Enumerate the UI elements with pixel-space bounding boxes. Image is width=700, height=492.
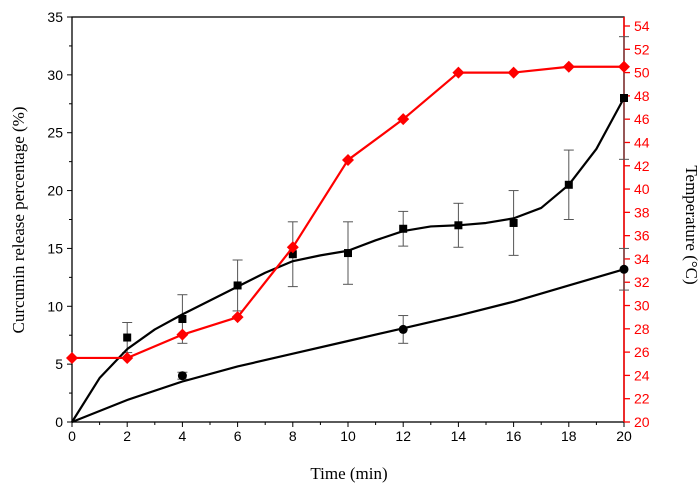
diamond-point [121, 351, 134, 364]
diamond-point [507, 66, 520, 79]
diamond-point [176, 328, 189, 341]
fit-curve [71, 97, 625, 423]
temperature-line [72, 65, 624, 360]
y2-tick-label: 54 [634, 18, 650, 34]
y2-tick-label: 30 [634, 298, 650, 314]
square-point [399, 224, 408, 233]
y2-tick-label: 28 [634, 321, 650, 337]
x-tick-label: 2 [123, 428, 131, 444]
diamond-point [286, 241, 299, 254]
diamond-point [342, 153, 354, 166]
y2-tick-label: 48 [634, 88, 650, 104]
y2-axis-label: Temperature (°C) [682, 165, 700, 284]
x-tick-label: 6 [234, 428, 242, 444]
square-point [123, 333, 132, 342]
diamond-point [452, 66, 465, 79]
y-axis-label: Curcumin release percentage (%) [9, 106, 28, 333]
x-axis-label: Time (min) [310, 464, 387, 483]
y2-tick-label: 20 [634, 414, 650, 430]
x-tick-label: 20 [616, 428, 632, 444]
y2-tick-label: 38 [634, 204, 650, 220]
y-tick-label: 25 [47, 125, 63, 141]
x-tick-label: 16 [506, 428, 522, 444]
x-tick-label: 18 [561, 428, 577, 444]
y-tick-label: 15 [47, 240, 63, 256]
diamond-point [231, 311, 244, 324]
y2-tick-label: 52 [634, 41, 650, 57]
y2-tick-label: 50 [634, 65, 650, 81]
x-tick-label: 10 [340, 428, 356, 444]
x-tick-label: 12 [395, 428, 411, 444]
square-point [344, 249, 352, 258]
diamond-point [66, 351, 78, 364]
x-tick-label: 4 [179, 428, 187, 444]
x-tick-label: 14 [451, 428, 467, 444]
y2-tick-label: 26 [634, 344, 650, 360]
y-tick-label: 0 [55, 414, 63, 430]
y2-tick-label: 34 [634, 251, 650, 267]
diamond-point [562, 60, 575, 73]
y-tick-label: 35 [47, 9, 63, 25]
square-point [509, 218, 518, 227]
y2-tick-label: 46 [634, 111, 650, 127]
y-tick-label: 30 [47, 67, 63, 83]
y2-tick-label: 42 [634, 158, 650, 174]
y2-tick-label: 24 [634, 367, 650, 383]
y2-tick-label: 44 [634, 134, 650, 150]
diamond-point [397, 113, 410, 126]
y-tick-label: 5 [55, 356, 63, 372]
y2-tick-label: 22 [634, 391, 650, 407]
circle-point [177, 371, 187, 381]
x-tick-label: 8 [289, 428, 297, 444]
y2-tick-label: 32 [634, 274, 650, 290]
y2-tick-label: 40 [634, 181, 650, 197]
square-point [288, 250, 297, 259]
fit-curve [71, 268, 625, 424]
square-point [178, 315, 187, 324]
y-tick-label: 10 [47, 298, 63, 314]
x-tick-label: 0 [68, 428, 76, 444]
plot-frame [71, 16, 625, 423]
y2-tick-label: 36 [634, 228, 650, 244]
y-tick-label: 20 [47, 183, 63, 199]
diamond-point [618, 60, 630, 73]
